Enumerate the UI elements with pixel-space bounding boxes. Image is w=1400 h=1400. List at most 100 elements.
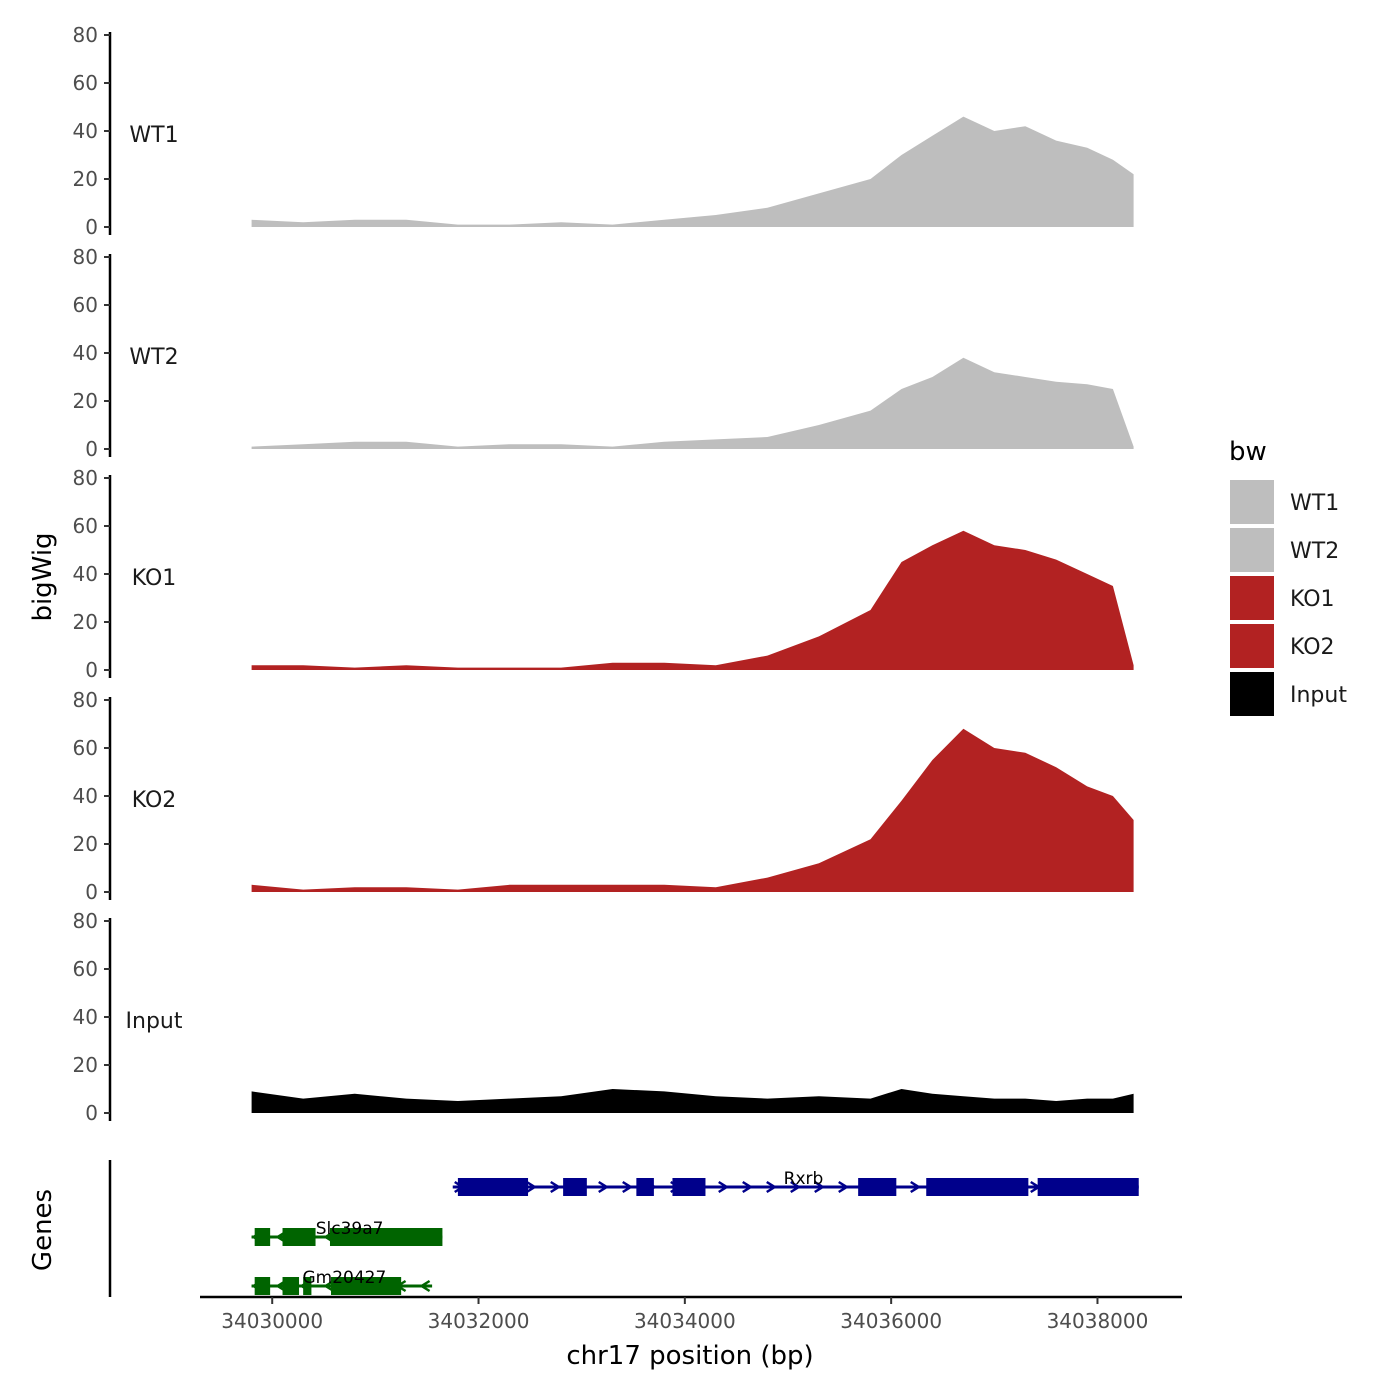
y-tick-label: 0 bbox=[85, 215, 98, 239]
x-tick-label: 34030000 bbox=[221, 1309, 323, 1333]
gene-exon bbox=[926, 1178, 1029, 1196]
strand-arrow bbox=[718, 1180, 730, 1194]
x-tick-label: 34032000 bbox=[428, 1309, 530, 1333]
gene-label: Rxrb bbox=[784, 1169, 824, 1189]
track-label-input: Input bbox=[126, 1009, 183, 1034]
track-label-ko2: KO2 bbox=[132, 788, 177, 813]
legend-label: KO2 bbox=[1290, 635, 1335, 660]
track-label-wt2: WT2 bbox=[129, 345, 178, 370]
strand-arrow bbox=[419, 1279, 431, 1293]
y-tick-label: 80 bbox=[73, 23, 98, 47]
strand-arrow bbox=[814, 1180, 826, 1194]
gene-exon bbox=[636, 1178, 654, 1196]
x-tick-label: 34038000 bbox=[1047, 1309, 1149, 1333]
y-tick-label: 20 bbox=[73, 1053, 98, 1077]
legend-entry-wt1: WT1 bbox=[1230, 480, 1339, 524]
y-tick-label: 60 bbox=[73, 736, 98, 760]
track-label-ko1: KO1 bbox=[132, 566, 177, 591]
strand-arrow bbox=[550, 1180, 562, 1194]
legend-label: Input bbox=[1290, 683, 1347, 708]
y-tick-label: 60 bbox=[73, 293, 98, 317]
track-ko1: 0 20 40 60 80 KO1 bbox=[73, 466, 1134, 682]
strand-arrow bbox=[526, 1180, 538, 1194]
gene-label: Gm20427 bbox=[303, 1268, 387, 1288]
gene-exon bbox=[282, 1228, 316, 1246]
y-tick-label: 80 bbox=[73, 688, 98, 712]
legend-swatch bbox=[1230, 624, 1274, 668]
y-tick-label: 0 bbox=[85, 880, 98, 904]
y-tick-label: 40 bbox=[73, 562, 98, 586]
y-axis-title: bigWig bbox=[28, 532, 58, 621]
legend-title: bw bbox=[1229, 437, 1267, 467]
track-input: 0 20 40 60 80 Input bbox=[73, 909, 1134, 1125]
gene-exon bbox=[329, 1228, 443, 1246]
strand-arrow bbox=[323, 1279, 335, 1293]
coverage-area-ko1 bbox=[251, 530, 1134, 670]
legend-label: KO1 bbox=[1290, 587, 1335, 612]
y-tick-label: 20 bbox=[73, 832, 98, 856]
strand-arrow bbox=[790, 1180, 802, 1194]
y-tick-label: 80 bbox=[73, 909, 98, 933]
y-tick-label: 60 bbox=[73, 71, 98, 95]
legend-entry-ko1: KO1 bbox=[1230, 576, 1335, 620]
y-tick-label: 40 bbox=[73, 1005, 98, 1029]
gene-gm20427: Gm20427 bbox=[251, 1268, 433, 1295]
x-tick-label: 34036000 bbox=[840, 1309, 942, 1333]
y-tick-label: 40 bbox=[73, 784, 98, 808]
gene-slc39a7: Slc39a7 bbox=[251, 1219, 443, 1246]
y-tick-label: 20 bbox=[73, 167, 98, 191]
gene-exon bbox=[563, 1178, 587, 1196]
track-ko2: 0 20 40 60 80 KO2 bbox=[73, 688, 1134, 904]
strand-arrow bbox=[910, 1180, 922, 1194]
genes-panel-title: Genes bbox=[28, 1189, 58, 1271]
gene-exon bbox=[254, 1228, 271, 1246]
gene-exon bbox=[331, 1277, 402, 1295]
strand-arrow bbox=[838, 1180, 850, 1194]
legend-swatch bbox=[1230, 528, 1274, 572]
y-tick-label: 0 bbox=[85, 437, 98, 461]
y-tick-label: 80 bbox=[73, 245, 98, 269]
gene-exon bbox=[303, 1277, 312, 1295]
gene-annotation-panel: Rxrb Slc39a7 Gm20427 bbox=[108, 1160, 1139, 1297]
legend-entry-input: Input bbox=[1230, 672, 1347, 716]
coverage-area-ko2 bbox=[251, 728, 1134, 892]
coverage-area-wt1 bbox=[251, 116, 1134, 227]
y-tick-label: 20 bbox=[73, 610, 98, 634]
gene-exon bbox=[1037, 1178, 1139, 1196]
legend-entry-ko2: KO2 bbox=[1230, 624, 1335, 668]
legend: bw WT1 WT2 KO1 KO2 Input bbox=[1229, 437, 1347, 716]
legend-swatch bbox=[1230, 672, 1274, 716]
y-tick-label: 0 bbox=[85, 1101, 98, 1125]
track-wt2: 0 20 40 60 80 WT2 bbox=[73, 245, 1134, 461]
gene-exon bbox=[858, 1178, 897, 1196]
gene-rxrb: Rxrb bbox=[452, 1169, 1139, 1196]
gene-exon bbox=[672, 1178, 706, 1196]
legend-label: WT1 bbox=[1290, 491, 1339, 516]
gene-exon bbox=[282, 1277, 300, 1295]
y-tick-label: 80 bbox=[73, 466, 98, 490]
coverage-tracks: 0 20 40 60 80 WT1 0 20 40 60 80 WT2 0 20 40 60 80 KO1 0 20 4… bbox=[73, 23, 1134, 1125]
strand-arrow bbox=[766, 1180, 778, 1194]
gene-exon bbox=[457, 1178, 529, 1196]
legend-swatch bbox=[1230, 480, 1274, 524]
legend-label: WT2 bbox=[1290, 539, 1339, 564]
strand-arrow bbox=[742, 1180, 754, 1194]
coverage-area-wt2 bbox=[251, 357, 1134, 449]
strand-arrow bbox=[598, 1180, 610, 1194]
track-wt1: 0 20 40 60 80 WT1 bbox=[73, 23, 1134, 239]
legend-entry-wt2: WT2 bbox=[1230, 528, 1339, 572]
x-axis: 34030000 34032000 34034000 34036000 34038000 bbox=[200, 1295, 1182, 1333]
y-tick-label: 0 bbox=[85, 658, 98, 682]
legend-swatch bbox=[1230, 576, 1274, 620]
coverage-area-input bbox=[251, 1089, 1134, 1113]
track-label-wt1: WT1 bbox=[129, 123, 178, 148]
gene-exon bbox=[254, 1277, 271, 1295]
gene-label: Slc39a7 bbox=[316, 1219, 384, 1239]
x-tick-label: 34034000 bbox=[634, 1309, 736, 1333]
y-tick-label: 60 bbox=[73, 514, 98, 538]
y-tick-label: 60 bbox=[73, 957, 98, 981]
y-tick-label: 40 bbox=[73, 119, 98, 143]
strand-arrow bbox=[622, 1180, 634, 1194]
x-axis-title: chr17 position (bp) bbox=[566, 1341, 813, 1371]
